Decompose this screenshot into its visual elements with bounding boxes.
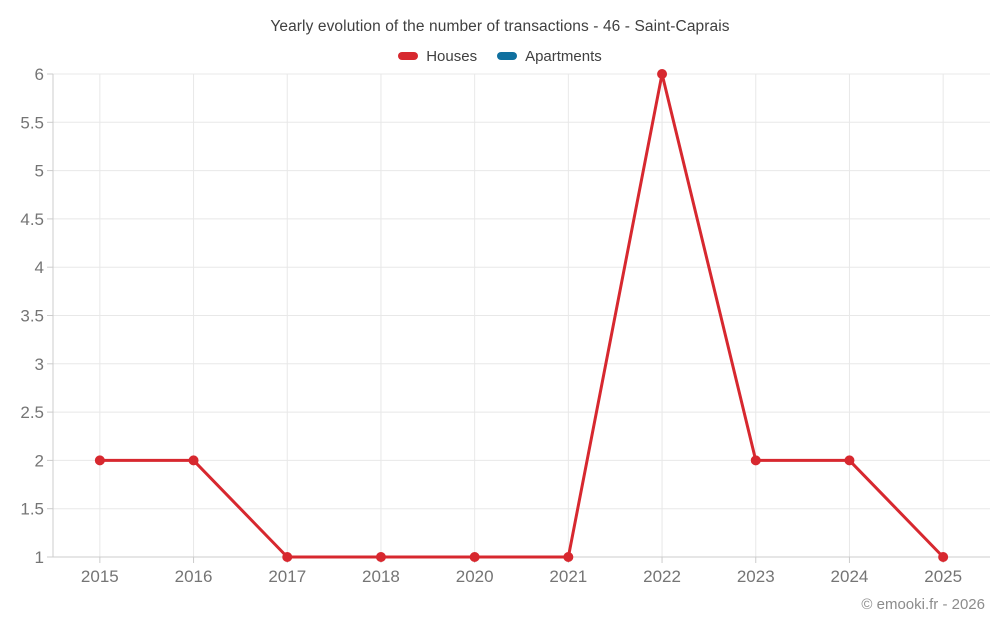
apartments-legend-swatch-icon [497,52,518,60]
x-tick-label: 2018 [362,567,400,586]
x-tick-label: 2020 [456,567,494,586]
chart-legend: Houses Apartments [0,46,1000,66]
series-line-houses [98,72,945,559]
data-point-houses-2016[interactable] [188,455,199,466]
y-tick-label: 3.5 [20,306,44,325]
data-point-houses-2015[interactable] [94,455,105,466]
data-point-houses-2020[interactable] [469,552,480,562]
chart-title: Yearly evolution of the number of transa… [270,18,730,35]
y-tick-label: 6 [35,65,44,84]
y-tick-label: 2 [35,451,44,470]
data-point-houses-2024[interactable] [844,455,855,466]
x-tick-label: 2024 [831,567,869,586]
data-point-houses-2018[interactable] [375,552,386,562]
y-tick-label: 1.5 [20,500,44,519]
y-tick-label: 2.5 [20,403,44,422]
y-tick-label: 5 [35,162,44,181]
legend-item-houses[interactable]: Houses [398,48,477,65]
y-tick-label: 4 [35,258,44,277]
houses-legend-swatch-icon [398,52,419,60]
data-point-houses-2025[interactable] [938,552,949,562]
x-tick-label: 2017 [268,567,306,586]
houses-legend-label: Houses [426,47,478,65]
x-tick-label: 2023 [737,567,775,586]
y-tick-label: 4.5 [20,210,44,229]
data-point-houses-2023[interactable] [750,455,761,466]
x-tick-label: 2015 [81,567,119,586]
copyright-text: © emooki.fr - 2026 [861,596,985,613]
x-tick-label: 2016 [175,567,213,586]
data-point-houses-2021[interactable] [563,552,574,562]
y-tick-label: 5.5 [20,113,44,132]
y-tick-label: 1 [35,548,44,567]
y-tick-label: 3 [35,355,44,374]
apartments-legend-label: Apartments [525,47,602,65]
x-tick-label: 2021 [549,567,587,586]
legend-item-apartments[interactable]: Apartments [497,48,602,65]
x-tick-label: 2025 [924,567,962,586]
data-point-houses-2017[interactable] [282,552,293,562]
x-tick-label: 2022 [643,567,681,586]
data-point-houses-2022[interactable] [657,69,668,79]
